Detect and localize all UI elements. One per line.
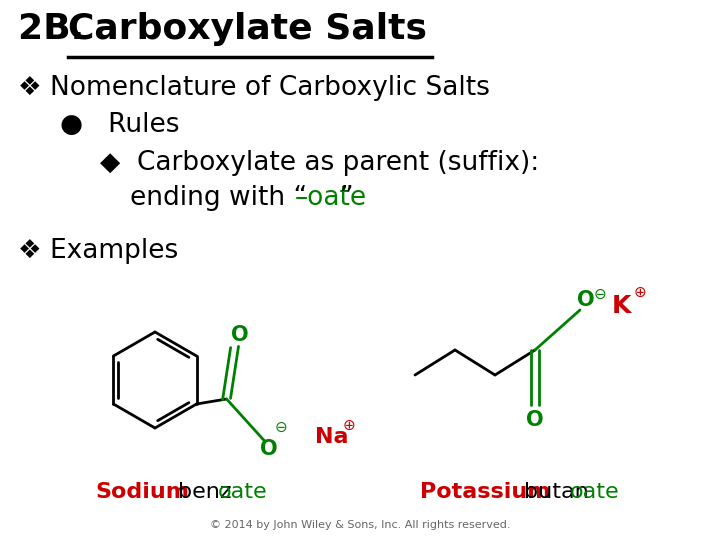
Text: © 2014 by John Wiley & Sons, Inc. All rights reserved.: © 2014 by John Wiley & Sons, Inc. All ri… xyxy=(210,520,510,530)
Text: ⊕: ⊕ xyxy=(343,417,355,433)
Text: Na: Na xyxy=(315,427,348,447)
Text: 2B.: 2B. xyxy=(18,12,97,46)
Text: ⊕: ⊕ xyxy=(634,285,647,300)
Text: ⊖: ⊖ xyxy=(274,420,287,435)
Text: –oate: –oate xyxy=(295,185,367,211)
Text: benz: benz xyxy=(178,482,232,502)
Text: O: O xyxy=(260,439,277,459)
Text: butan: butan xyxy=(524,482,589,502)
Text: ❖ Examples: ❖ Examples xyxy=(18,238,179,264)
Text: ◆  Carboxylate as parent (suffix):: ◆ Carboxylate as parent (suffix): xyxy=(100,150,539,176)
Text: ”: ” xyxy=(340,185,354,211)
Text: ⊖: ⊖ xyxy=(593,287,606,301)
Text: ●   Rules: ● Rules xyxy=(60,112,179,138)
Text: ❖ Nomenclature of Carboxylic Salts: ❖ Nomenclature of Carboxylic Salts xyxy=(18,75,490,101)
Text: oate: oate xyxy=(570,482,620,502)
Text: ending with “: ending with “ xyxy=(130,185,307,211)
Text: O: O xyxy=(230,325,248,345)
Text: Carboxylate Salts: Carboxylate Salts xyxy=(68,12,427,46)
Text: oate: oate xyxy=(218,482,268,502)
Text: K: K xyxy=(612,294,631,318)
Text: O: O xyxy=(526,410,544,430)
Text: Sodium: Sodium xyxy=(95,482,189,502)
Text: O: O xyxy=(577,290,595,310)
Text: Potassium: Potassium xyxy=(420,482,551,502)
